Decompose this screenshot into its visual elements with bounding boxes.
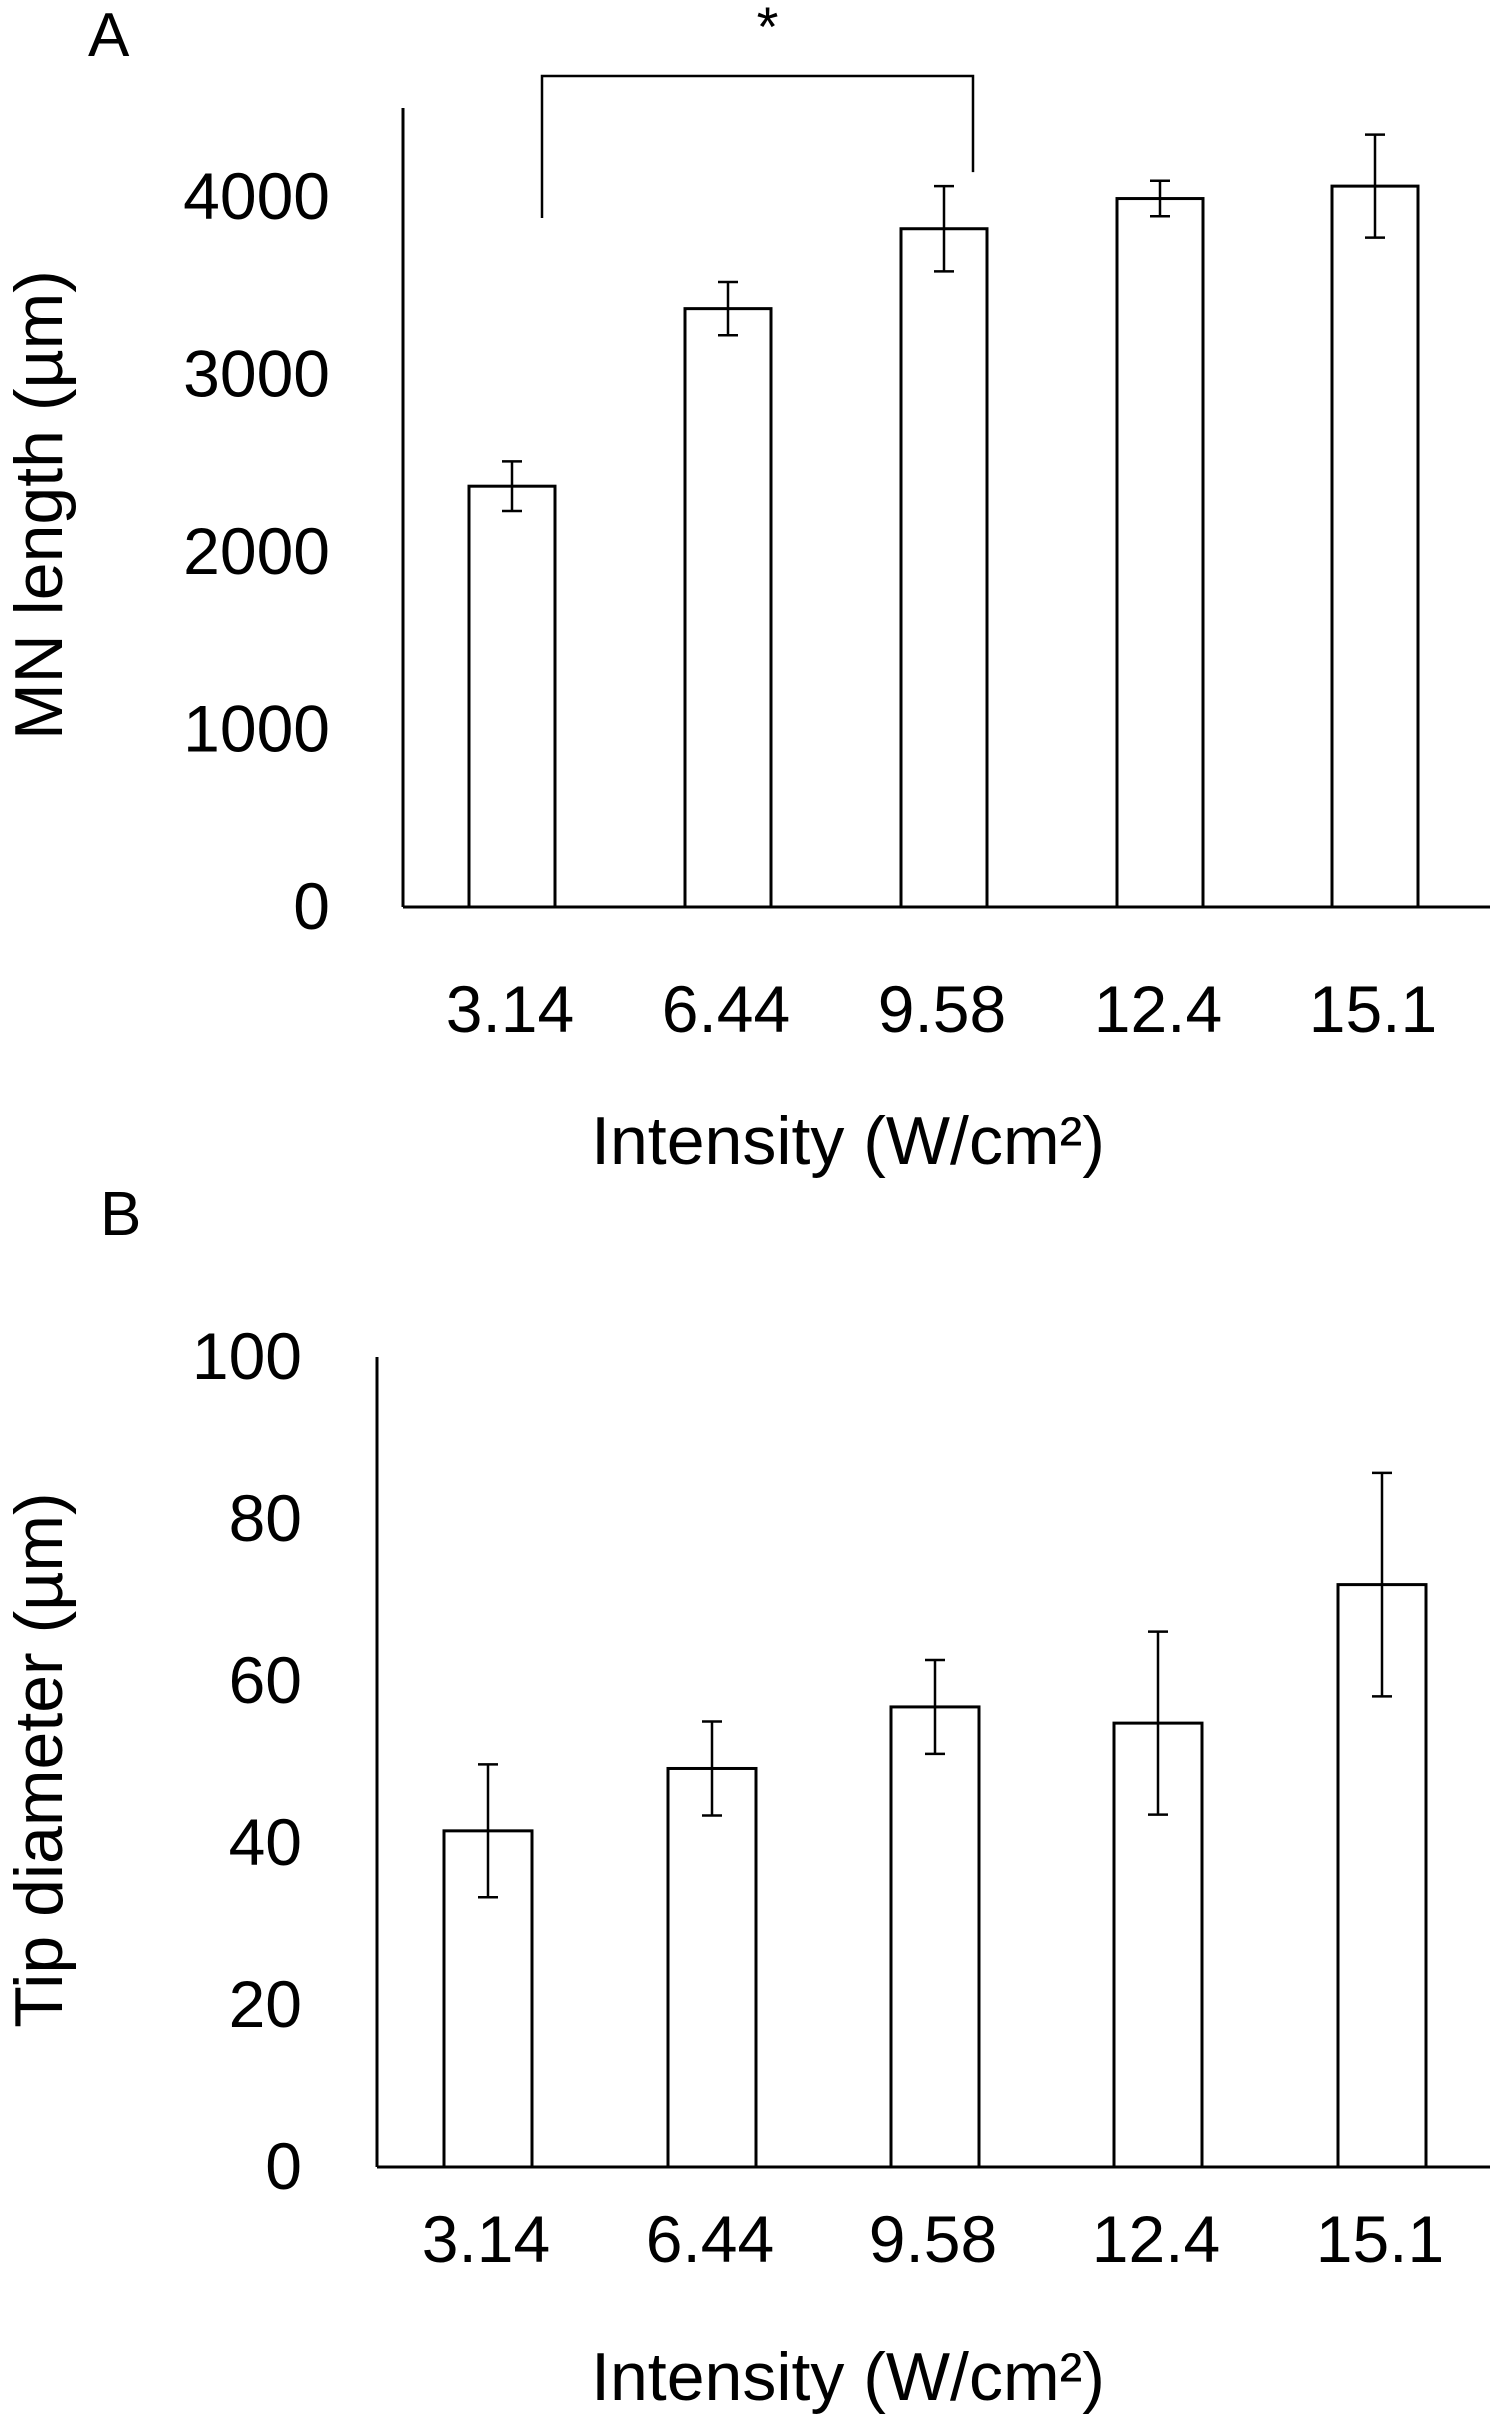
panel-b-bar — [666, 1766, 758, 2169]
panel-a-significance-marker: * — [757, 0, 779, 58]
panel-a-error-bar — [1365, 133, 1385, 239]
panel-a-bar — [1330, 184, 1420, 909]
panel-b-x-tick-label: 6.44 — [646, 2202, 774, 2276]
panel-b-y-tick-label: 40 — [229, 1805, 302, 1879]
panel-a-y-tick-label: 4000 — [183, 159, 330, 233]
panel-a-bar — [467, 484, 557, 909]
panel-b-x-tick-label: 3.14 — [422, 2202, 550, 2276]
panel-b: B Tip diameter (µm) Intensity (W/cm²) 0 2… — [1, 1180, 1490, 2415]
panel-b-y-tick-label: 20 — [229, 1967, 302, 2041]
panel-a-error-bar — [1150, 179, 1170, 218]
panel-a-x-tick-label: 3.14 — [446, 972, 574, 1046]
panel-a: A MN length (µm) Intensity (W/cm²) 0 1000… — [1, 0, 1490, 1179]
panel-a-y-tick-label: 0 — [293, 869, 330, 943]
panel-b-error-bar — [1148, 1630, 1168, 1816]
panel-a-x-tick-label: 9.58 — [878, 972, 1006, 1046]
panel-b-x-tick-label: 15.1 — [1316, 2202, 1444, 2276]
panel-a-plot-area: 0 1000 2000 3000 4000 3.14 6.44 9.58 12.4 15.1 * — [183, 0, 1490, 1046]
panel-b-error-bar — [702, 1720, 722, 1817]
panel-b-y-axis-label: Tip diameter (µm) — [1, 1492, 77, 2027]
panel-b-y-tick-label: 80 — [229, 1481, 302, 1555]
panel-a-x-tick-label: 12.4 — [1094, 972, 1222, 1046]
panel-b-x-tick-label: 12.4 — [1092, 2202, 1220, 2276]
panel-b-bar — [889, 1705, 981, 2169]
panel-a-y-tick-label: 2000 — [183, 514, 330, 588]
panel-b-x-tick-label: 9.58 — [869, 2202, 997, 2276]
panel-a-y-tick-label: 3000 — [183, 336, 330, 410]
panel-a-bar — [683, 307, 773, 909]
panel-a-x-tick-label: 15.1 — [1309, 972, 1437, 1046]
panel-b-error-bar — [925, 1658, 945, 1756]
panel-b-y-tick-label: 60 — [229, 1643, 302, 1717]
panel-a-bar — [899, 227, 989, 909]
panel-a-x-axis-label: Intensity (W/cm²) — [591, 1103, 1105, 1179]
panel-b-label: B — [100, 1180, 141, 1249]
panel-b-error-bar — [478, 1763, 498, 1899]
panel-b-error-bar — [1372, 1471, 1392, 1698]
panel-a-x-tick-label: 6.44 — [662, 972, 790, 1046]
panel-b-y-tick-label: 0 — [265, 2129, 302, 2203]
panel-a-error-bar — [718, 280, 738, 337]
panel-a-error-bar — [502, 460, 522, 513]
panel-a-significance-bracket — [540, 74, 975, 218]
panel-a-y-axis-label: MN length (µm) — [1, 270, 77, 740]
panel-b-x-axis-label: Intensity (W/cm²) — [591, 2339, 1105, 2415]
panel-a-error-bar — [934, 184, 954, 273]
panel-b-plot-area: 0 20 40 60 80 100 3.14 6.44 9.58 12.4 15.1 — [192, 1319, 1490, 2276]
panel-a-y-tick-label: 1000 — [183, 691, 330, 765]
panel-b-y-tick-label: 100 — [192, 1319, 302, 1393]
panel-a-bar — [1115, 197, 1205, 909]
panel-a-label: A — [88, 1, 130, 70]
